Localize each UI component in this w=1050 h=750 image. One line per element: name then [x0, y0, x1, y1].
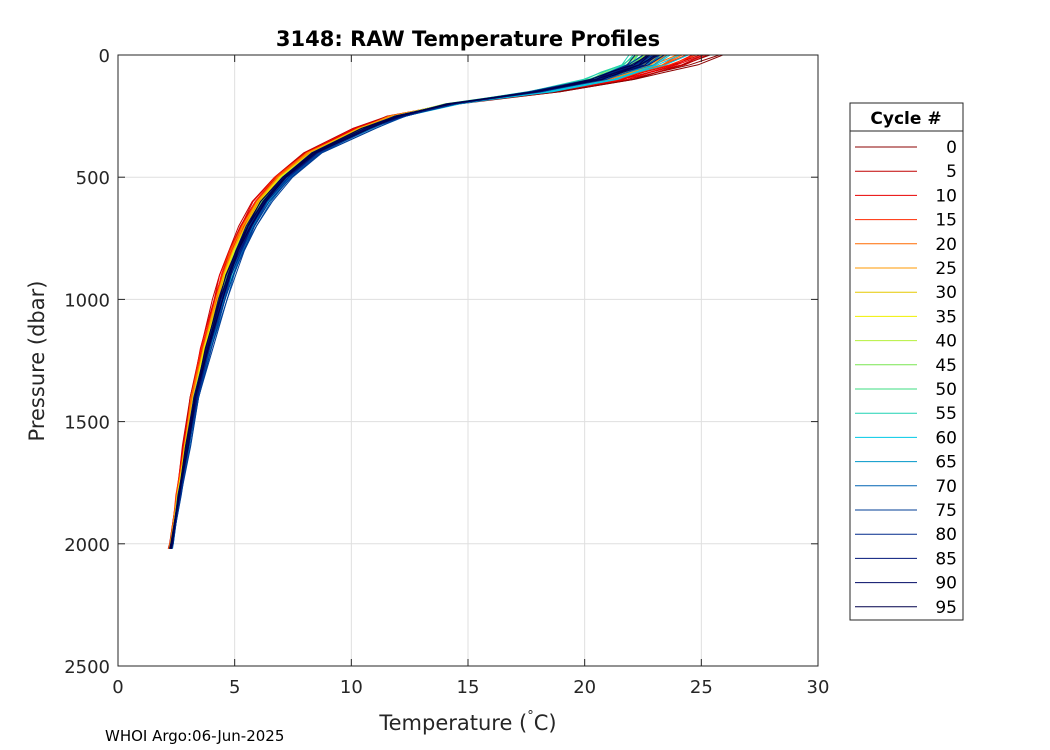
x-axis-label-text: Temperature (: [378, 711, 527, 735]
legend-label: 95: [935, 598, 957, 618]
y-tick-label: 500: [76, 168, 110, 189]
legend-label: 80: [935, 525, 957, 545]
legend-label: 55: [935, 404, 957, 424]
axis-ticks: 0 5 10 15 20 25 30 0 500 1000 1500 2000 2500: [64, 46, 829, 698]
y-tick-label: 1000: [64, 290, 110, 311]
legend-label: 60: [935, 428, 957, 448]
x-tick-label: 5: [229, 677, 240, 698]
grid-lines: [118, 55, 818, 666]
x-tick-label: 15: [457, 677, 480, 698]
profile-line-cycle-95: [169, 54, 657, 549]
legend-label: 50: [935, 380, 957, 400]
profile-lines: [167, 54, 723, 549]
y-tick-label: 1500: [64, 413, 110, 434]
legend-label: 90: [935, 574, 957, 594]
x-axis-label: Temperature (°C): [378, 709, 556, 735]
profile-line-cycle-95: [170, 54, 648, 549]
y-tick-label: 0: [99, 46, 110, 67]
legend-label: 15: [935, 211, 957, 231]
x-tick-label: 25: [690, 677, 713, 698]
legend: Cycle # 0 5 10 15 20 25 30 35 40 45 50 55 60 65 70 75 80…: [849, 102, 964, 621]
legend-label: 5: [946, 162, 957, 182]
x-axis-label-unit: C): [534, 711, 557, 735]
legend-label: 0: [946, 138, 957, 158]
legend-label: 75: [935, 501, 957, 521]
chart-title: 3148: RAW Temperature Profiles: [276, 27, 660, 51]
legend-label: 45: [935, 356, 957, 376]
y-tick-label: 2000: [64, 535, 110, 556]
y-tick-label: 2500: [64, 657, 110, 678]
legend-label: 30: [935, 283, 957, 303]
x-tick-label: 20: [573, 677, 596, 698]
x-axis-label-degree: °: [527, 709, 534, 724]
legend-label: 85: [935, 549, 957, 569]
legend-label: 70: [935, 477, 957, 497]
profile-line-cycle-95: [169, 54, 650, 549]
y-axis-label: Pressure (dbar): [25, 281, 49, 442]
x-tick-label: 30: [807, 677, 830, 698]
legend-label: 65: [935, 453, 957, 473]
x-tick-label: 10: [340, 677, 363, 698]
x-tick-label: 0: [112, 677, 123, 698]
legend-label: 10: [935, 186, 957, 206]
legend-entries: 0 5 10 15 20 25 30 35 40 45 50 55 60 65 70 75 80 85 90 95: [855, 138, 957, 618]
legend-title: Cycle #: [870, 109, 941, 129]
legend-label: 35: [935, 307, 957, 327]
footer-credit: WHOI Argo:06-Jun-2025: [105, 727, 284, 745]
legend-label: 25: [935, 259, 957, 279]
legend-label: 20: [935, 235, 957, 255]
legend-label: 40: [935, 332, 957, 352]
